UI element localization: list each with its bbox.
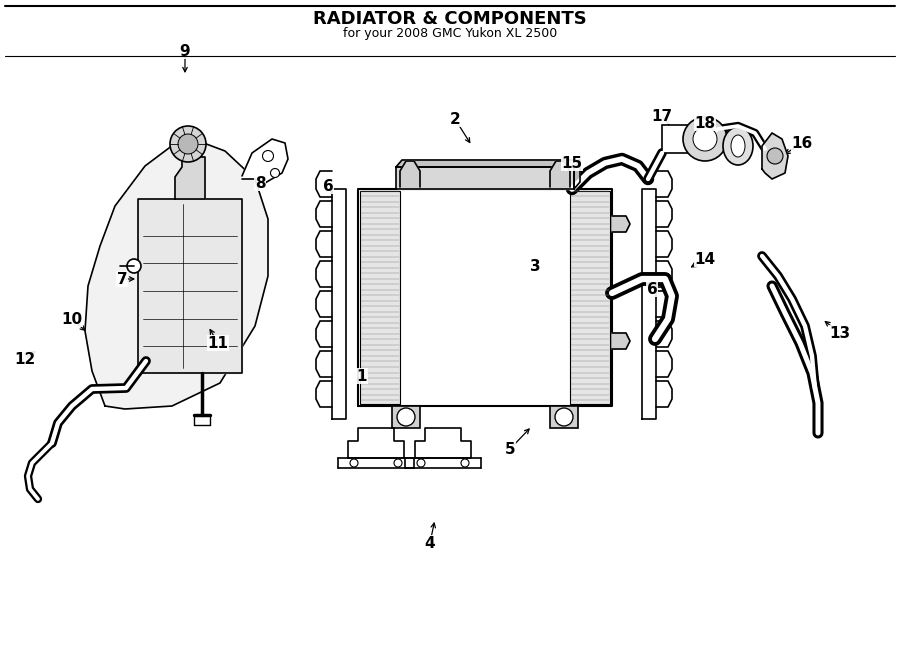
Polygon shape [550,161,570,187]
Polygon shape [762,133,788,179]
Text: 9: 9 [180,44,190,59]
Text: 4: 4 [425,535,436,551]
Circle shape [263,151,274,161]
Bar [360,191,400,404]
Polygon shape [358,189,612,406]
Text: 15: 15 [562,155,582,171]
Circle shape [555,408,573,426]
Polygon shape [642,189,656,419]
Text: 14: 14 [695,251,716,266]
Text: 12: 12 [14,352,36,366]
Circle shape [767,148,783,164]
Text: 16: 16 [791,136,813,151]
Bar [392,406,420,428]
Polygon shape [400,161,420,187]
Bar [662,125,700,153]
Polygon shape [175,157,205,199]
Text: for your 2008 GMC Yukon XL 2500: for your 2008 GMC Yukon XL 2500 [343,26,557,40]
Circle shape [683,117,727,161]
Ellipse shape [723,127,753,165]
Polygon shape [612,216,630,232]
Polygon shape [396,160,580,167]
Circle shape [417,459,425,467]
Circle shape [170,126,206,162]
Text: 11: 11 [208,336,229,350]
Text: 3: 3 [530,258,540,274]
Text: 6: 6 [646,282,657,297]
Text: 2: 2 [450,112,461,126]
Polygon shape [612,333,630,349]
Text: 18: 18 [695,116,716,130]
Text: 7: 7 [117,272,127,286]
Text: 10: 10 [61,311,83,327]
Bar [550,406,578,428]
Polygon shape [574,160,580,189]
Text: 5: 5 [505,442,516,457]
Ellipse shape [731,135,745,157]
Text: 8: 8 [255,176,266,190]
Polygon shape [396,167,574,189]
Text: 1: 1 [356,368,367,383]
Polygon shape [415,428,471,458]
Polygon shape [332,189,346,419]
Circle shape [350,459,358,467]
Polygon shape [242,139,288,183]
Circle shape [693,127,717,151]
Polygon shape [138,199,242,373]
Polygon shape [348,428,404,458]
Circle shape [127,259,141,273]
Text: 6: 6 [322,178,333,194]
Circle shape [271,169,280,178]
Text: 17: 17 [652,108,672,124]
Text: 13: 13 [830,325,850,340]
Polygon shape [85,136,268,409]
Circle shape [394,459,402,467]
Circle shape [397,408,415,426]
Circle shape [461,459,469,467]
Bar [570,191,610,404]
Circle shape [178,134,198,154]
Text: RADIATOR & COMPONENTS: RADIATOR & COMPONENTS [313,10,587,28]
